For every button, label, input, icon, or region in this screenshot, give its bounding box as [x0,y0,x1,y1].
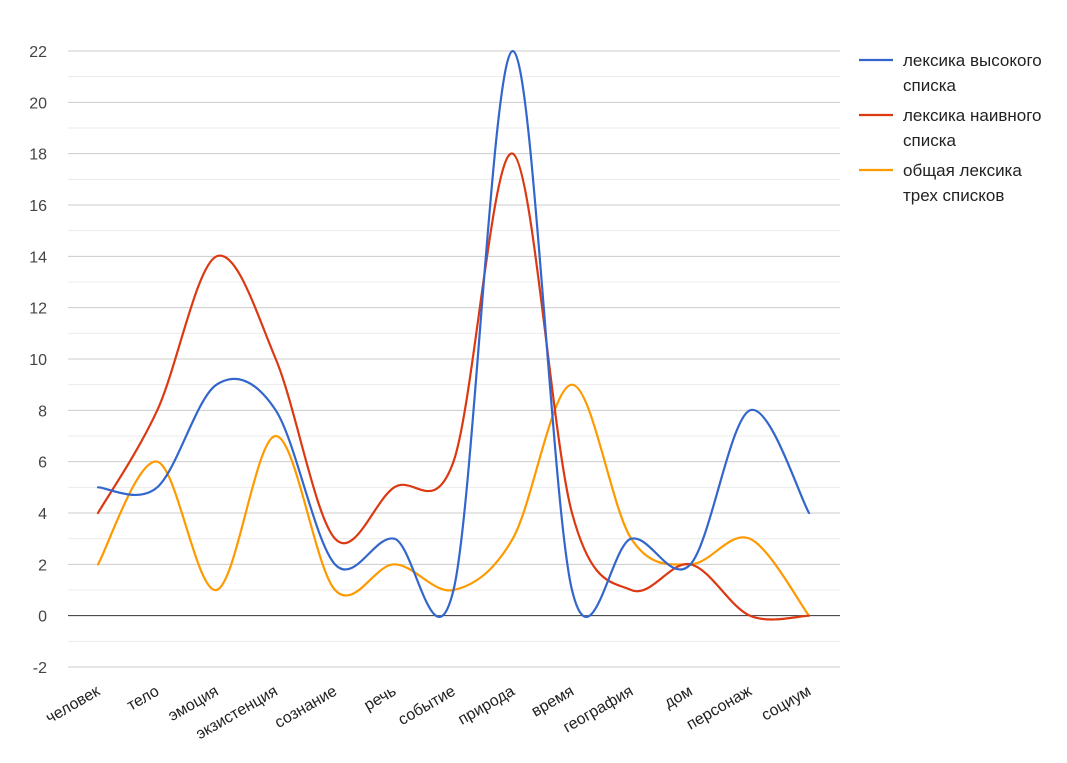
x-tick-label: природа [455,683,517,729]
x-tick-label: тело [124,683,162,715]
y-tick-label: 10 [29,352,47,369]
y-tick-label: -2 [33,660,47,677]
legend-label: лексика высокого списка [903,51,1042,95]
y-tick-label: 0 [38,609,47,626]
legend: лексика высокого списка лексика наивного сп… [859,51,1042,205]
y-tick-label: 12 [29,301,47,318]
legend-label: общая лексика трех списков [903,161,1022,205]
y-axis: -2 0 2 4 6 8 10 12 14 16 18 20 22 [29,44,47,677]
x-tick-label: время [529,683,577,721]
x-tick-label: социум [759,683,814,725]
x-tick-label: персонаж [684,683,755,734]
series-lines [96,49,811,621]
x-tick-label: человек [43,682,104,727]
y-tick-label: 8 [38,403,47,420]
legend-label: лексика наивного списка [903,106,1041,150]
x-tick-label: дом [662,683,696,712]
y-tick-label: 4 [38,506,47,523]
y-tick-label: 14 [29,249,47,266]
x-tick-label: событие [396,683,459,729]
series-line [96,49,811,618]
series-line [96,152,811,621]
series-line [96,383,811,617]
y-tick-label: 16 [29,198,47,215]
x-tick-label: сознание [272,683,340,732]
y-tick-label: 18 [29,147,47,164]
y-tick-label: 20 [29,95,47,112]
y-tick-label: 22 [29,44,47,61]
x-tick-label: речь [361,683,399,715]
grid [68,50,840,668]
y-tick-label: 2 [38,557,47,574]
y-tick-label: 6 [38,455,47,472]
